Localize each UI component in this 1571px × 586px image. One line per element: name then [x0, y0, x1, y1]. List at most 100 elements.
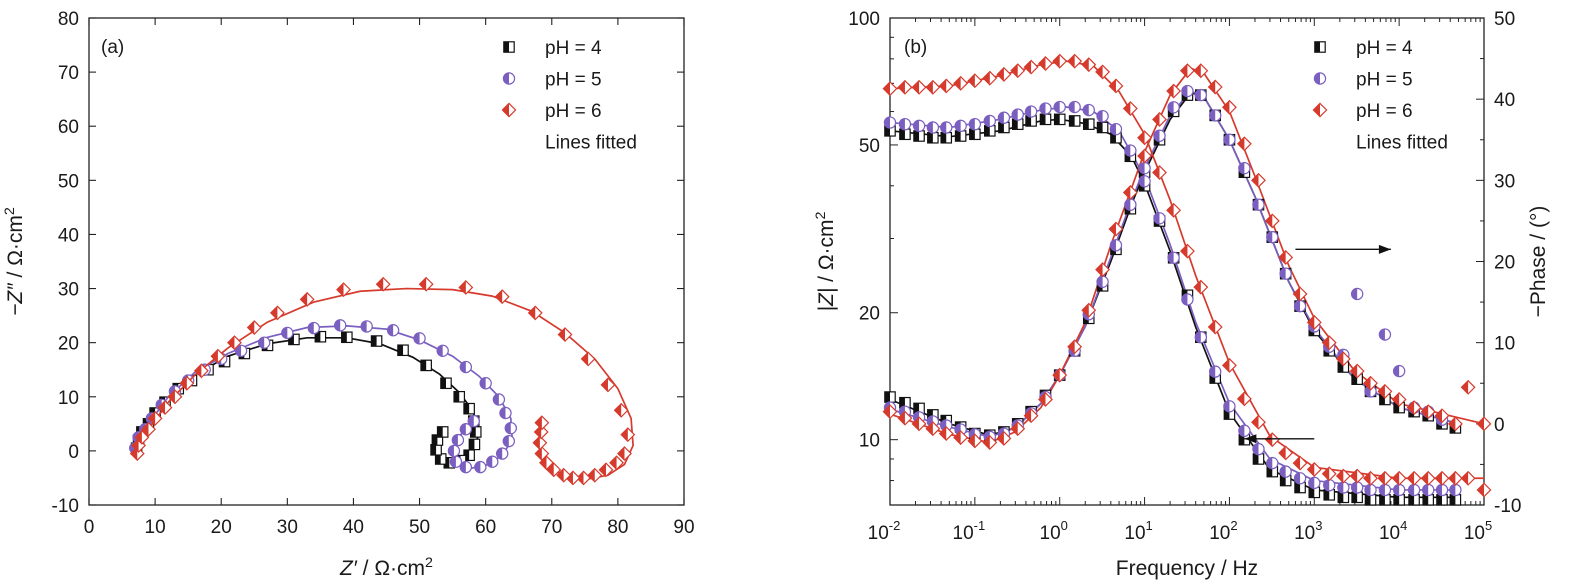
x-tick-label: 0	[84, 517, 95, 538]
magnitude-data-point	[1052, 53, 1068, 69]
data-point	[479, 377, 492, 390]
data-point	[341, 331, 353, 344]
data-point	[469, 426, 482, 438]
phase-data-point	[1238, 161, 1251, 175]
phase-data-point	[1038, 392, 1053, 407]
magnitude-data-point	[1321, 466, 1337, 482]
magnitude-data-point	[1068, 115, 1081, 127]
magnitude-data-point	[1166, 202, 1182, 218]
phase-data-point	[1293, 299, 1307, 313]
x-axis-label: Z′ / Ω·cm2	[339, 555, 433, 580]
magnitude-data-point	[1109, 122, 1123, 136]
data-point	[179, 375, 195, 391]
magnitude-data-point	[1209, 365, 1222, 378]
magnitude-data-point	[1476, 482, 1492, 498]
panel-a-legend-note: Lines fitted	[545, 133, 637, 154]
x-tick-label: 90	[673, 517, 694, 538]
magnitude-data-point	[1053, 100, 1066, 114]
magnitude-data-point	[1096, 121, 1109, 134]
data-point	[451, 433, 465, 447]
magnitude-data-point	[1378, 483, 1392, 497]
magnitude-data-point	[1377, 470, 1393, 486]
magnitude-data-point	[1207, 319, 1223, 335]
magnitude-data-point	[1306, 461, 1322, 477]
panel-label: (a)	[101, 37, 124, 58]
y-axis-label: −Z″ / Ω·cm2	[2, 207, 27, 316]
magnitude-data-point	[1460, 470, 1476, 486]
data-point	[467, 414, 480, 428]
x-tick-label: 70	[541, 517, 562, 538]
magnitude-data-point	[1082, 103, 1095, 117]
phase-data-point	[1391, 392, 1407, 407]
magnitude-data-point	[1406, 470, 1422, 486]
data-point	[234, 344, 248, 357]
data-point	[370, 335, 383, 347]
data-point	[533, 424, 549, 440]
y-tick-label: 70	[58, 63, 79, 84]
magnitude-data-point	[1067, 53, 1083, 69]
phase-data-point	[1292, 286, 1308, 302]
panel-a-legend-label: pH = 5	[545, 70, 602, 91]
magnitude-data-point	[1337, 481, 1350, 494]
data-point	[314, 330, 327, 343]
bode-plot-panel-b: 10-2 10-1 100 101 102 103 104 105 10 20 50 100 -10 0 1…	[813, 9, 1550, 580]
magnitude-data-point	[1408, 494, 1420, 506]
y-right-tick-label: 0	[1494, 415, 1505, 436]
magnitude-data-point	[911, 79, 927, 95]
magnitude-data-point	[1096, 109, 1109, 123]
x-tick-label: 105	[1464, 518, 1492, 544]
phase-data-point	[1392, 364, 1406, 378]
phase-data-point	[1406, 400, 1422, 416]
plot-frame	[88, 17, 685, 506]
magnitude-data-point	[1379, 494, 1391, 506]
data-point	[459, 360, 473, 374]
phase-data-point	[1207, 79, 1223, 95]
phase-data-point	[1166, 83, 1182, 99]
y-tick-label: 50	[58, 171, 79, 192]
data-point	[494, 289, 510, 305]
data-point	[307, 321, 320, 335]
phase-data-point	[1138, 161, 1151, 175]
magnitude-data-point	[1221, 357, 1237, 373]
data-point	[486, 455, 499, 468]
y-tick-label: 60	[58, 117, 79, 138]
data-point	[157, 400, 173, 416]
magnitude-data-point	[1308, 476, 1321, 490]
magnitude-data-point	[1179, 243, 1195, 259]
data-point	[499, 406, 512, 420]
phase-data-point	[1236, 136, 1252, 152]
magnitude-data-point	[1194, 330, 1208, 344]
magnitude-data-point	[882, 81, 898, 97]
phase-data-point	[1096, 275, 1109, 288]
data-point	[453, 390, 466, 403]
magnitude-data-point	[969, 128, 981, 141]
magnitude-data-point	[1278, 445, 1294, 461]
y-tick-label: 10	[58, 388, 79, 409]
magnitude-data-point	[1039, 102, 1052, 115]
panel-a-legend-marker	[503, 41, 515, 53]
phase-data-point	[953, 430, 969, 446]
magnitude-data-point	[1082, 118, 1095, 130]
magnitude-data-point	[982, 70, 998, 86]
panel-label: (b)	[904, 37, 927, 58]
magnitude-data-point	[913, 130, 925, 142]
data-point	[134, 429, 150, 445]
phase-data-point	[1067, 339, 1083, 355]
magnitude-data-point	[1153, 212, 1166, 225]
x-tick-label: 10	[145, 517, 166, 538]
data-point	[386, 324, 400, 337]
data-point	[580, 351, 596, 367]
phase-data-point	[1153, 129, 1166, 142]
magnitude-data-point	[996, 66, 1012, 82]
panel-b-legend-marker	[1312, 102, 1328, 118]
data-point	[468, 438, 481, 451]
phase-data-point	[1460, 379, 1476, 395]
magnitude-data-point	[954, 119, 967, 133]
magnitude-data-point	[997, 111, 1011, 124]
phase-data-point	[1434, 408, 1450, 424]
magnitude-data-point	[1252, 453, 1265, 465]
data-point	[129, 446, 145, 462]
magnitude-data-point	[1122, 101, 1138, 116]
magnitude-data-point	[1181, 293, 1194, 306]
magnitude-data-point	[940, 131, 953, 144]
